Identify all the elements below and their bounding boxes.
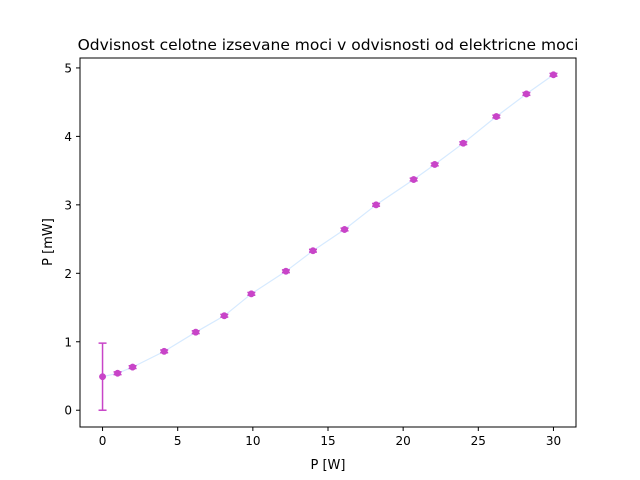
data-point (282, 267, 290, 275)
y-tick-label: 2 (64, 267, 72, 281)
y-tick-label: 5 (64, 61, 72, 75)
plot-area (98, 71, 558, 411)
x-tick-label: 10 (245, 434, 260, 448)
x-tick-label: 30 (546, 434, 561, 448)
data-point (431, 161, 439, 168)
data-point (192, 328, 200, 336)
x-tick-label: 5 (174, 434, 182, 448)
data-point (341, 226, 348, 233)
y-tick-label: 0 (64, 404, 72, 418)
data-point (309, 247, 317, 255)
data-point (160, 347, 168, 355)
x-tick-label: 15 (320, 434, 335, 448)
data-point (99, 373, 106, 381)
data-point (522, 90, 530, 98)
data-point (410, 176, 418, 183)
x-tick-label: 25 (471, 434, 486, 448)
x-tick-label: 20 (396, 434, 411, 448)
data-point (114, 369, 122, 377)
y-tick-label: 1 (64, 335, 72, 349)
data-point (372, 201, 380, 209)
axes: 0 5 10 15 20 25 30 0 1 2 3 4 5 (64, 57, 577, 448)
data-point (129, 363, 137, 371)
chart-title: Odvisnost celotne izsevane moci v odvisn… (78, 36, 579, 54)
x-axis-label: P [W] (311, 458, 346, 473)
data-point (247, 290, 255, 298)
y-tick-label: 3 (64, 198, 72, 212)
data-point (220, 312, 228, 320)
data-point (459, 139, 467, 147)
y-axis-label: P [mW] (41, 218, 56, 266)
data-point (550, 71, 557, 79)
x-tick-label: 0 (99, 434, 107, 448)
y-tick-label: 4 (64, 130, 72, 144)
data-point (492, 113, 500, 120)
